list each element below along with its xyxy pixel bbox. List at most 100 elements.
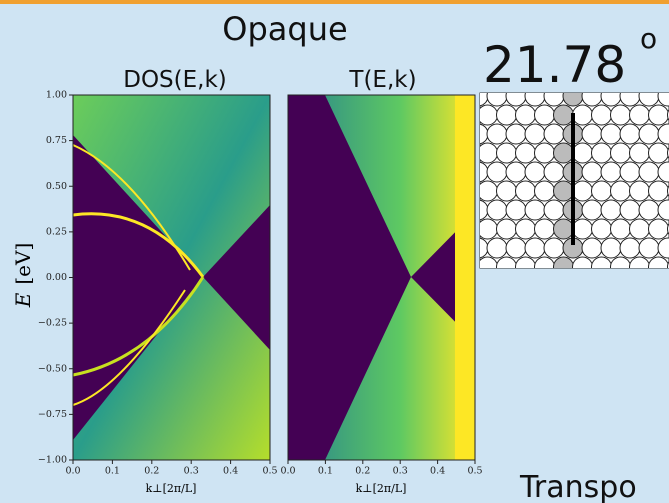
atom	[620, 238, 640, 258]
atom	[516, 143, 536, 163]
atom	[478, 181, 498, 201]
x-tick-label: 0.4	[430, 466, 445, 477]
x-label: k⊥[2π/L]	[356, 482, 407, 495]
atom	[516, 219, 536, 239]
y-label: E [eV]	[11, 243, 35, 309]
title: Opaque	[222, 10, 347, 48]
atom	[554, 219, 574, 239]
y-tick-label: 1.00	[46, 90, 67, 101]
atom	[639, 86, 659, 106]
atom	[649, 105, 669, 125]
atom	[630, 257, 650, 277]
y-symbol: E	[11, 292, 35, 308]
atom	[554, 105, 574, 125]
x-tick-label: 0.0	[65, 466, 80, 477]
atom	[611, 219, 631, 239]
atom	[516, 105, 536, 125]
atom	[620, 200, 640, 220]
atom	[592, 181, 612, 201]
x-tick-label: 0.1	[318, 466, 333, 477]
y-tick-label: 0.75	[46, 135, 67, 146]
atom	[535, 257, 555, 277]
atom	[649, 181, 669, 201]
atom	[506, 162, 526, 182]
atom	[535, 105, 555, 125]
atom	[582, 124, 602, 144]
x-tick-label: 0.3	[393, 466, 408, 477]
atom	[592, 257, 612, 277]
x-tick-label: 0.5	[262, 466, 277, 477]
atom	[592, 219, 612, 239]
atom	[497, 257, 517, 277]
atom	[630, 219, 650, 239]
panel-title: T(E,k)	[348, 67, 416, 93]
atom	[639, 200, 659, 220]
transmission-heatmap	[288, 95, 475, 460]
atom	[649, 143, 669, 163]
atom	[554, 181, 574, 201]
atom	[535, 181, 555, 201]
atom	[639, 162, 659, 182]
atom	[573, 105, 593, 125]
atom	[544, 124, 564, 144]
atom	[506, 124, 526, 144]
atom	[639, 238, 659, 258]
atom	[611, 143, 631, 163]
atom	[573, 257, 593, 277]
atom	[611, 105, 631, 125]
top-bar	[0, 0, 669, 4]
angle-unit: o	[640, 22, 657, 55]
atom	[544, 200, 564, 220]
atom	[506, 238, 526, 258]
atom	[497, 181, 517, 201]
atom	[611, 181, 631, 201]
atom	[630, 143, 650, 163]
atom	[582, 238, 602, 258]
x-tick-label: 0.0	[280, 466, 295, 477]
y-tick-label: −0.25	[38, 318, 67, 329]
atom	[601, 200, 621, 220]
x-label: k⊥[2π/L]	[146, 482, 197, 495]
atom	[620, 124, 640, 144]
y-tick-label: −1.00	[38, 455, 67, 466]
atom	[487, 124, 507, 144]
x-tick-label: 0.2	[144, 466, 159, 477]
atom	[478, 105, 498, 125]
x-tick-label: 0.4	[223, 466, 238, 477]
atom	[582, 200, 602, 220]
atom	[516, 181, 536, 201]
atom	[592, 105, 612, 125]
dos-heatmap	[73, 95, 270, 460]
slide: Opaque DOS(E,k) T(E,k) E[eV] k⊥[2π/L] k⊥…	[0, 0, 669, 503]
atom	[582, 162, 602, 182]
y-tick-label: 0.50	[46, 181, 67, 192]
y-unit: [eV]	[11, 243, 35, 285]
atom	[487, 238, 507, 258]
atom	[649, 219, 669, 239]
atom	[478, 143, 498, 163]
atom	[497, 219, 517, 239]
page: {"title": "Opaque", "angle": {"value": "…	[0, 0, 669, 503]
atom	[592, 143, 612, 163]
atom	[478, 257, 498, 277]
footer-text: Transpo	[519, 470, 637, 503]
atom	[535, 143, 555, 163]
atom	[573, 143, 593, 163]
atom	[544, 238, 564, 258]
x-tick-label: 0.2	[355, 466, 370, 477]
angle-value: 21.78	[483, 36, 626, 94]
atom	[525, 200, 545, 220]
atom	[516, 257, 536, 277]
atom	[544, 162, 564, 182]
atom	[525, 124, 545, 144]
atom	[525, 238, 545, 258]
atom	[573, 219, 593, 239]
atom	[487, 162, 507, 182]
x-tick-label: 0.3	[184, 466, 199, 477]
atom	[497, 105, 517, 125]
y-tick-label: 0.00	[46, 272, 67, 283]
y-tick-label: −0.50	[38, 363, 67, 374]
atom	[478, 219, 498, 239]
atom	[525, 162, 545, 182]
atom	[630, 105, 650, 125]
